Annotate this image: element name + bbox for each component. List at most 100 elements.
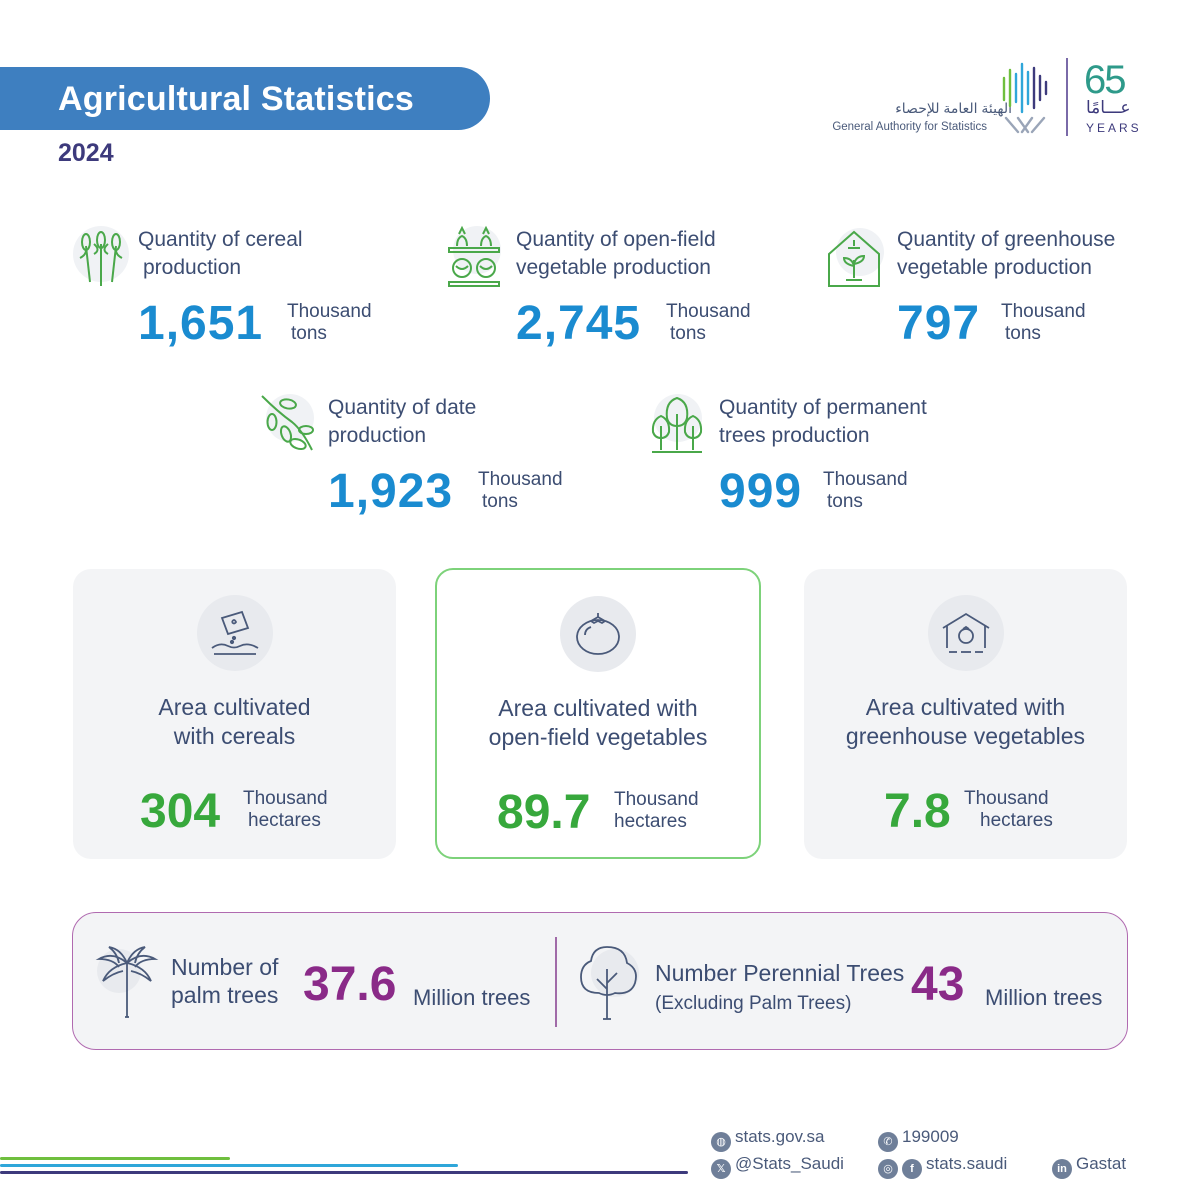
stat-value: 999 bbox=[719, 465, 803, 518]
logo-arabic-name: الهيئة العامة للإحصاء bbox=[895, 100, 1012, 116]
stat-value: 1,651 bbox=[138, 297, 264, 350]
stat-unit: tons bbox=[1005, 323, 1041, 344]
stat-unit: Thousand bbox=[666, 301, 751, 322]
wheat-icon bbox=[73, 226, 129, 286]
logo-mark-icon bbox=[1002, 62, 1048, 134]
footer-website[interactable]: ◍ stats.gov.sa bbox=[711, 1127, 824, 1152]
stat-label: production bbox=[143, 256, 242, 279]
icon-circle bbox=[560, 596, 636, 672]
page-title: Agricultural Statistics bbox=[58, 80, 415, 118]
area-unit: Thousand bbox=[614, 789, 699, 810]
facebook-icon: f bbox=[902, 1159, 922, 1179]
trees-label: palm trees bbox=[171, 982, 279, 1008]
card-area-cereals: Area cultivated with cereals 304 Thousand… bbox=[73, 569, 396, 859]
phone-icon: ✆ bbox=[878, 1132, 898, 1152]
stat-label: trees production bbox=[719, 424, 870, 447]
stat-date-production: Quantity of date production 1,923 Thousan… bbox=[258, 392, 578, 522]
card-area-open-field-vegetables: Area cultivated with open-field vegetable… bbox=[435, 568, 761, 859]
greenhouse-icon bbox=[828, 228, 884, 287]
vegetable-crates-icon bbox=[448, 225, 501, 287]
stat-greenhouse-vegetable-production: Quantity of greenhouse vegetable producti… bbox=[826, 224, 1166, 354]
stat-value: 1,923 bbox=[328, 465, 454, 518]
instagram-icon: ◎ bbox=[878, 1159, 898, 1179]
logo-divider bbox=[1066, 58, 1068, 136]
stat-unit: tons bbox=[827, 491, 863, 512]
icon-circle bbox=[196, 595, 273, 671]
trees-unit: Million trees bbox=[413, 985, 531, 1010]
footer-x-handle[interactable]: 𝕏 @Stats_Saudi bbox=[711, 1154, 844, 1179]
footer-phone[interactable]: ✆ 199009 bbox=[878, 1127, 959, 1152]
footer-linkedin[interactable]: in Gastat bbox=[1052, 1154, 1126, 1179]
trees-label: Number Perennial Trees bbox=[655, 960, 905, 986]
anniversary-number: 65 bbox=[1084, 58, 1126, 102]
stat-value: 797 bbox=[897, 297, 981, 350]
area-value: 7.8 bbox=[884, 785, 951, 838]
area-label: with cereals bbox=[173, 723, 296, 749]
trees-icon bbox=[651, 394, 703, 453]
area-unit: hectares bbox=[248, 810, 321, 831]
gastat-logo: الهيئة العامة للإحصاء General Authority … bbox=[820, 58, 1150, 138]
stat-unit: Thousand bbox=[287, 301, 372, 322]
seed-packet-icon bbox=[210, 610, 258, 655]
stat-label: vegetable production bbox=[897, 256, 1092, 279]
greenhouse-tomato-icon bbox=[942, 612, 989, 653]
area-label: Area cultivated with bbox=[865, 694, 1066, 720]
stat-unit: Thousand bbox=[823, 469, 908, 490]
linkedin-icon: in bbox=[1052, 1159, 1072, 1179]
stat-permanent-trees-production: Quantity of permanent trees production 99… bbox=[648, 392, 968, 522]
footer-social[interactable]: ◎ f stats.saudi bbox=[878, 1154, 1007, 1179]
anniversary-years: YEARS bbox=[1086, 121, 1142, 135]
x-icon: 𝕏 bbox=[711, 1159, 731, 1179]
icon-circle bbox=[927, 595, 1004, 671]
globe-icon: ◍ bbox=[711, 1132, 731, 1152]
footer-line-blue bbox=[0, 1164, 458, 1167]
trees-label: Number of bbox=[171, 954, 279, 980]
tree-icon bbox=[580, 946, 639, 1020]
stat-value: 2,745 bbox=[516, 297, 642, 350]
stat-unit: tons bbox=[482, 491, 518, 512]
palm-tree-icon bbox=[95, 946, 159, 1018]
stat-unit: tons bbox=[291, 323, 327, 344]
trees-unit: Million trees bbox=[985, 985, 1103, 1010]
area-value: 304 bbox=[140, 785, 221, 838]
trees-divider bbox=[555, 937, 557, 1027]
stat-label: Quantity of open-field bbox=[516, 228, 716, 251]
title-banner: Agricultural Statistics bbox=[0, 67, 490, 130]
stat-label: Quantity of permanent bbox=[719, 396, 927, 419]
linkedin-text: Gastat bbox=[1076, 1154, 1127, 1173]
area-unit: Thousand bbox=[243, 788, 328, 809]
area-value: 89.7 bbox=[497, 786, 591, 839]
trees-label: (Excluding Palm Trees) bbox=[655, 993, 852, 1014]
anniversary-arabic: عـــامًا bbox=[1086, 98, 1131, 117]
area-label: open-field vegetables bbox=[488, 724, 708, 750]
stat-unit: Thousand bbox=[478, 469, 563, 490]
stat-label: vegetable production bbox=[516, 256, 711, 279]
trees-value: 37.6 bbox=[303, 958, 397, 1011]
stat-cereal-production: Quantity of cereal production 1,651 Thous… bbox=[72, 224, 392, 354]
stat-label: Quantity of cereal bbox=[138, 228, 303, 251]
area-unit: hectares bbox=[614, 811, 687, 832]
stat-unit: tons bbox=[670, 323, 706, 344]
report-year: 2024 bbox=[58, 139, 114, 167]
social-handle-text: stats.saudi bbox=[926, 1154, 1008, 1173]
area-unit: Thousand bbox=[964, 788, 1049, 809]
phone-text: 199009 bbox=[902, 1127, 959, 1146]
area-label: Area cultivated bbox=[158, 694, 311, 720]
area-label: Area cultivated with bbox=[498, 695, 698, 721]
tomato-icon bbox=[576, 613, 620, 655]
footer-line-purple bbox=[0, 1171, 688, 1174]
card-area-greenhouse-vegetables: Area cultivated with greenhouse vegetable… bbox=[804, 569, 1127, 859]
website-text: stats.gov.sa bbox=[735, 1127, 825, 1146]
trees-panel: Number of palm trees 37.6 Million trees N… bbox=[72, 912, 1128, 1050]
stat-unit: Thousand bbox=[1001, 301, 1086, 322]
footer-line-green bbox=[0, 1157, 230, 1160]
trees-value: 43 bbox=[911, 958, 965, 1011]
area-unit: hectares bbox=[980, 810, 1053, 831]
dates-icon bbox=[261, 394, 314, 451]
logo-english-name: General Authority for Statistics bbox=[832, 121, 987, 133]
stat-label: Quantity of date bbox=[328, 396, 477, 419]
stat-label: production bbox=[328, 424, 427, 447]
x-handle-text: @Stats_Saudi bbox=[735, 1154, 844, 1173]
stat-label: Quantity of greenhouse bbox=[897, 228, 1116, 251]
area-label: greenhouse vegetables bbox=[845, 723, 1086, 749]
